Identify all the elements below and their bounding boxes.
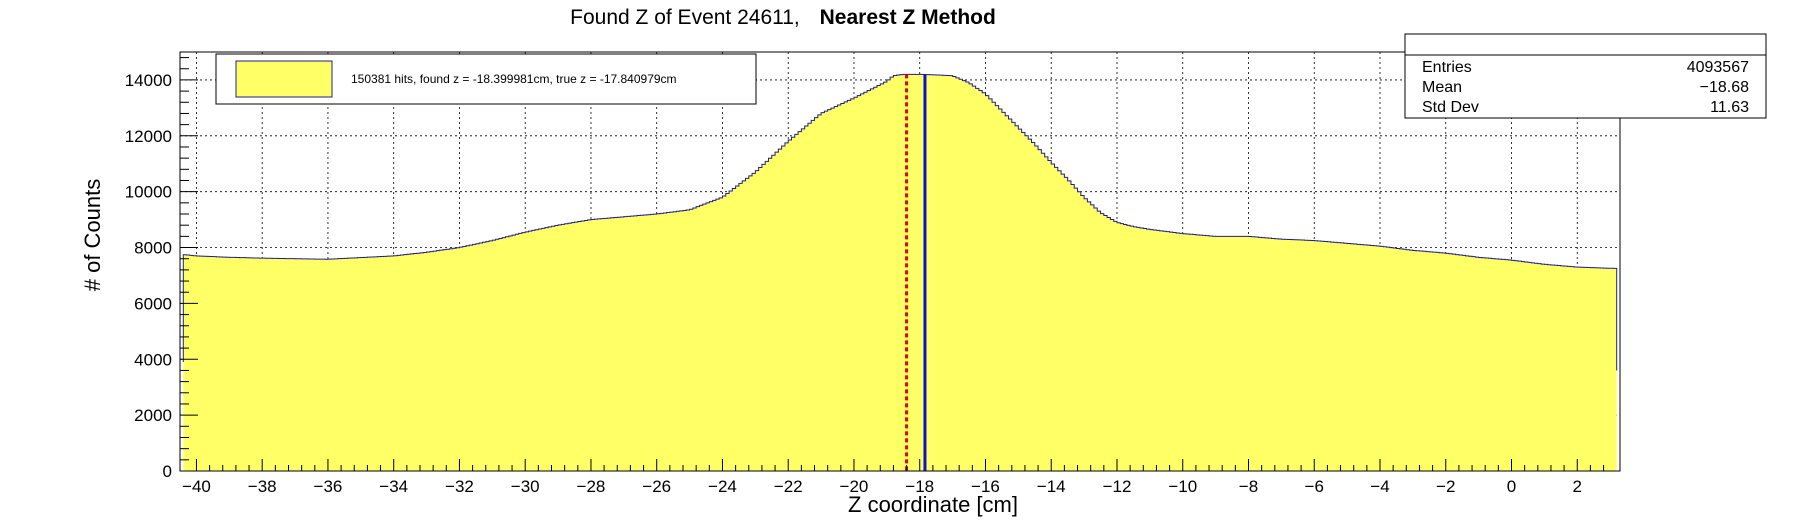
stats-entries-value: 4093567 (1687, 59, 1749, 76)
plot-frame (179, 51, 1621, 472)
legend: 150381 hits, found z = -18.399981cm, tru… (215, 53, 757, 105)
x-tick-label: −16 (971, 477, 1000, 496)
chart-title-bold: Nearest Z Method (820, 6, 996, 29)
z-markers (905, 74, 927, 471)
x-tick-label: −14 (1037, 477, 1066, 496)
legend-swatch (235, 60, 333, 98)
x-tick-label: −8 (1239, 477, 1258, 496)
y-tick-label: 14000 (125, 71, 172, 90)
y-tick-label: 6000 (134, 294, 172, 313)
x-tick-label: −24 (708, 477, 737, 496)
histogram-area (182, 73, 1618, 471)
x-tick-label: −40 (182, 477, 211, 496)
y-axis-title: # of Counts (80, 179, 105, 292)
stats-stddev-label: Std Dev (1422, 99, 1479, 116)
x-tick-label: −10 (1168, 477, 1197, 496)
x-tick-label: −20 (840, 477, 869, 496)
y-tick-label: 0 (163, 462, 172, 481)
x-tick-labels: −40 −38 −36 −34 −32 −30 −28 −26 −24 −22 −20 −18 −16−… (182, 477, 1582, 496)
x-tick-label: 2 (1573, 477, 1582, 496)
x-tick-label: −26 (642, 477, 671, 496)
x-tick-label: −6 (1305, 477, 1324, 496)
histogram-fill (183, 74, 1617, 471)
histogram-outline (182, 73, 1618, 371)
stats-frame (1404, 33, 1767, 119)
x-tick-label: −12 (1103, 477, 1132, 496)
y-tick-labels: 0 2000 4000 6000 8000 10000 12000 14000 (125, 71, 172, 481)
x-tick-label: −32 (445, 477, 474, 496)
stats-mean-value: −18.68 (1700, 79, 1749, 96)
x-tick-label: 0 (1507, 477, 1516, 496)
axis-ticks (180, 57, 1605, 472)
y-tick-label: 10000 (125, 183, 172, 202)
stats-stddev-value: 11.63 (1710, 99, 1749, 116)
legend-entry: 150381 hits, found z = -18.399981cm, tru… (351, 72, 677, 86)
y-tick-label: 12000 (125, 127, 172, 146)
stats-box: Entries 4093567 Mean −18.68 Std Dev 11.6… (1404, 33, 1767, 119)
y-tick-label: 8000 (134, 239, 172, 258)
stats-mean-label: Mean (1422, 79, 1462, 96)
x-tick-label: −28 (577, 477, 606, 496)
stats-entries-label: Entries (1422, 59, 1472, 76)
x-tick-label: −38 (248, 477, 277, 496)
chart-title: Found Z of Event 24611, Nearest Z Method (570, 6, 996, 29)
x-axis-title: Z coordinate [cm] (848, 492, 1018, 517)
x-tick-label: −22 (774, 477, 803, 496)
x-tick-label: −2 (1436, 477, 1455, 496)
x-tick-label: −30 (511, 477, 540, 496)
x-tick-label: −36 (314, 477, 343, 496)
chart-title-plain: Found Z of Event 24611, (570, 6, 800, 29)
x-tick-label: −34 (379, 477, 408, 496)
y-tick-label: 2000 (134, 406, 172, 425)
y-tick-label: 4000 (134, 350, 172, 369)
x-tick-label: −4 (1370, 477, 1389, 496)
x-tick-label: −18 (905, 477, 934, 496)
